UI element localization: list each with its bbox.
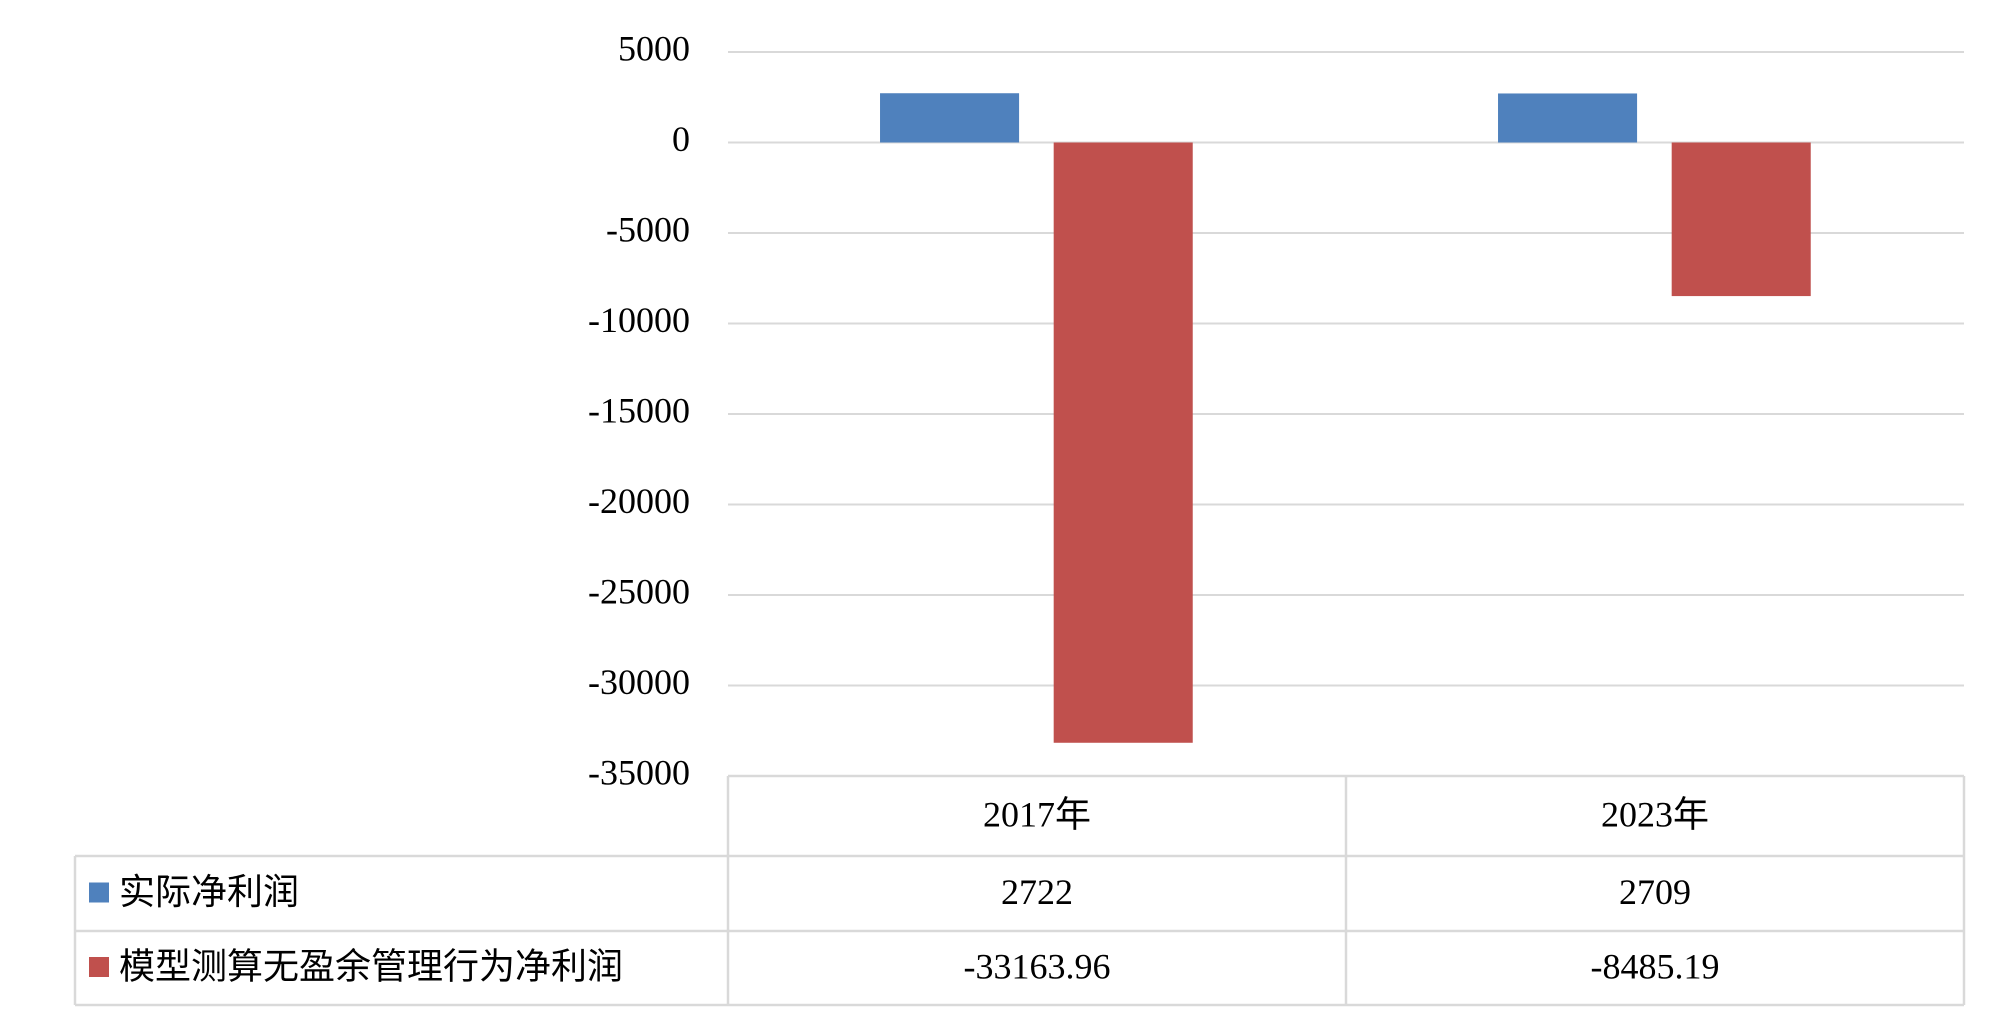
data-table-value: 2722 (1001, 872, 1073, 912)
bar (880, 93, 1020, 143)
x-tick-label: 2023年 (1601, 794, 1709, 834)
y-tick-label: 0 (672, 119, 690, 159)
legend-label: 模型测算无盈余管理行为净利润 (119, 946, 623, 986)
x-tick-label: 2017年 (983, 794, 1091, 834)
legend-swatch (89, 882, 109, 903)
legend-swatch (89, 957, 109, 977)
y-tick-label: 5000 (618, 28, 690, 68)
data-table-value: 2709 (1619, 872, 1691, 912)
y-tick-label: -25000 (588, 571, 690, 611)
y-tick-label: -10000 (588, 300, 690, 340)
y-tick-label: -20000 (588, 481, 690, 521)
data-table-value: -8485.19 (1591, 946, 1720, 986)
bar (1053, 142, 1193, 743)
y-tick-label: -30000 (588, 662, 690, 702)
legend-label: 实际净利润 (119, 872, 299, 912)
bar (1498, 93, 1638, 143)
bar (1671, 142, 1811, 297)
y-tick-label: -15000 (588, 390, 690, 430)
y-tick-label: -35000 (588, 752, 690, 792)
data-table-value: -33163.96 (964, 946, 1111, 986)
y-tick-label: -5000 (606, 209, 690, 249)
